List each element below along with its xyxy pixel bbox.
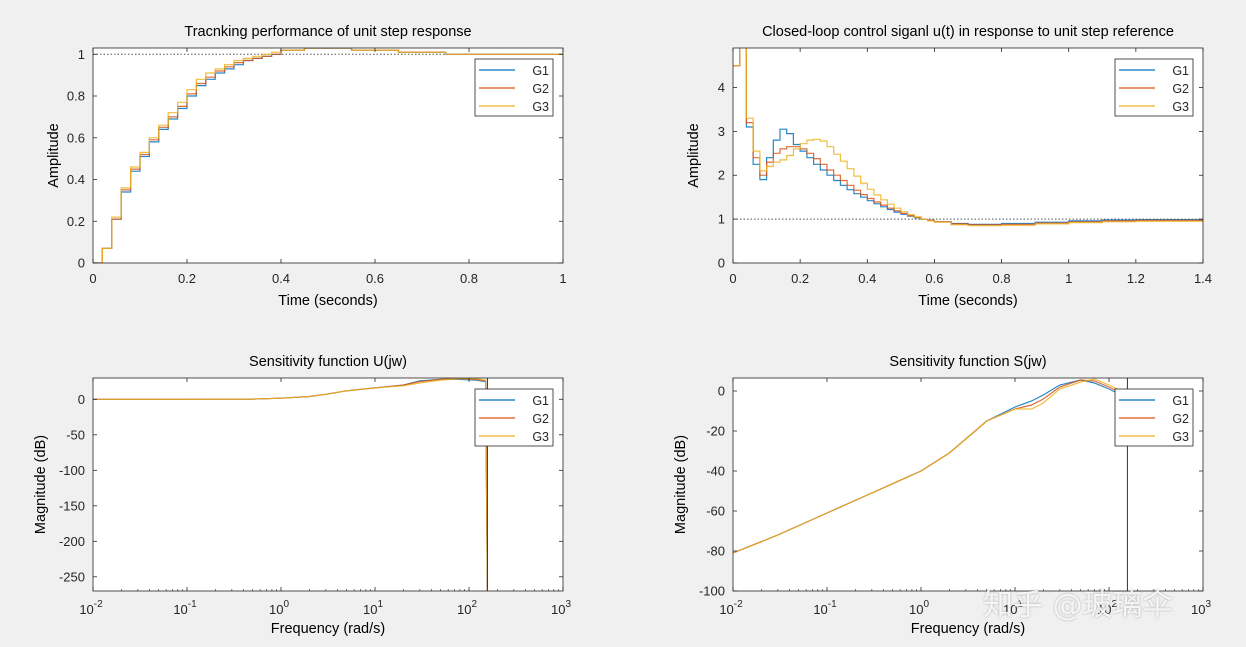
y-tick-label: -200 [59, 534, 85, 549]
x-tick-label: 0.4 [272, 271, 290, 286]
x-tick-label: 100 [269, 599, 289, 617]
y-axis-label: Amplitude [686, 123, 702, 187]
chart-title: Sensitivity function S(jw) [889, 354, 1046, 370]
y-tick-label: -40 [706, 464, 725, 479]
chart-sens-u: 10-2 10-1 100 101 102 103 0 -50 -100 -150 -200 -250… [33, 354, 571, 637]
y-tick-label: -50 [66, 427, 85, 442]
series-group [93, 48, 563, 263]
x-axis-label: Time (seconds) [918, 293, 1017, 309]
y-tick-label: -100 [699, 584, 725, 599]
y-tick-label: 0 [718, 384, 725, 399]
x-tick-label: 0.4 [858, 271, 876, 286]
y-axis-label: Magnitude (dB) [673, 435, 689, 534]
x-axis-label: Frequency (rad/s) [271, 621, 385, 637]
x-tick-label: 1.4 [1194, 271, 1212, 286]
axes-box [732, 377, 1204, 592]
legend-label-g2: G2 [532, 82, 549, 96]
chart-control: 0 0.2 0.4 0.6 0.8 1 1.2 1.4 0 1 2 3 4 Closed-loop con… [686, 24, 1212, 309]
legend-label-g3: G3 [532, 430, 549, 444]
chart-title: Sensitivity function U(jw) [249, 354, 407, 370]
legend-label-g2: G2 [1172, 82, 1189, 96]
axes-box [732, 47, 1204, 264]
legend-label-g3: G3 [1172, 100, 1189, 114]
x-tick-label: 0.6 [366, 271, 384, 286]
legend-label-g1: G1 [1172, 394, 1189, 408]
series-group [93, 378, 488, 591]
legend: G1 G2 G3 [1114, 388, 1194, 447]
x-tick-label: 10-2 [79, 599, 103, 617]
chart-sens-s: 10-2 10-1 100 101 102 1030-20-40-60-80-100Sen… [673, 354, 1211, 637]
y-tick-label: 2 [718, 168, 725, 183]
y-tick-label: 0.8 [67, 89, 85, 104]
y-axis-label: Amplitude [46, 123, 62, 187]
x-tick-label: 10-1 [173, 599, 197, 617]
y-tick-label: -250 [59, 569, 85, 584]
legend-label-g2: G2 [1172, 412, 1189, 426]
x-tick-label: 1 [1065, 271, 1072, 286]
y-tick-label: 0.2 [67, 214, 85, 229]
legend-label-g1: G1 [532, 394, 549, 408]
series-line-g3 [733, 378, 1126, 554]
legend: G1 G2 G3 [474, 58, 554, 117]
x-tick-label: 0.8 [460, 271, 478, 286]
x-tick-label: 103 [551, 599, 571, 617]
y-tick-label: 1 [78, 47, 85, 62]
x-tick-label: 10-1 [813, 599, 837, 617]
x-tick-label: 101 [363, 599, 383, 617]
chart-tracking: 0 0.2 0.4 0.6 0.8 1 0 0.2 0.4 0.6 0.8 1 Tracnking pe… [46, 24, 567, 309]
x-axis-label: Time (seconds) [278, 293, 377, 309]
legend: G1 G2 G3 [1114, 58, 1194, 117]
x-tick-label: 0 [729, 271, 736, 286]
x-tick-label: 103 [1191, 599, 1211, 617]
y-tick-label: 1 [718, 212, 725, 227]
series-line-g3 [733, 48, 1203, 227]
y-tick-label: 4 [718, 80, 725, 95]
x-tick-label: 0.2 [178, 271, 196, 286]
legend: G1 G2 G3 [474, 388, 554, 447]
x-tick-label: 1 [559, 271, 566, 286]
y-tick-label: 3 [718, 124, 725, 139]
chart-title: Closed-loop control siganl u(t) in respo… [762, 24, 1174, 40]
x-tick-label: 102 [457, 599, 477, 617]
legend-label-g2: G2 [532, 412, 549, 426]
x-tick-label: 0.8 [993, 271, 1011, 286]
y-tick-label: 0 [78, 256, 85, 271]
y-tick-label: 0 [78, 392, 85, 407]
x-tick-label: 0 [89, 271, 96, 286]
x-tick-label: 1.2 [1127, 271, 1145, 286]
y-tick-label: 0.4 [67, 172, 85, 187]
y-axis-label: Magnitude (dB) [33, 435, 49, 534]
x-tick-label: 10-2 [719, 599, 743, 617]
watermark: 知乎 @玻璃伞 [983, 588, 1173, 623]
series-group [733, 378, 1126, 554]
y-tick-label: 0.6 [67, 130, 85, 145]
series-line-g3 [93, 378, 488, 591]
axes-box [92, 47, 564, 264]
legend-label-g1: G1 [532, 64, 549, 78]
series-line-g3 [93, 48, 563, 263]
y-tick-label: -150 [59, 498, 85, 513]
legend-label-g3: G3 [532, 100, 549, 114]
y-tick-label: 0 [718, 256, 725, 271]
x-axis-label: Frequency (rad/s) [911, 621, 1025, 637]
x-tick-label: 0.6 [925, 271, 943, 286]
x-tick-label: 0.2 [791, 271, 809, 286]
axes-box [92, 377, 564, 592]
legend-label-g1: G1 [1172, 64, 1189, 78]
legend-label-g3: G3 [1172, 430, 1189, 444]
chart-title: Tracnking performance of unit step respo… [184, 24, 471, 40]
y-tick-label: -60 [706, 504, 725, 519]
y-tick-label: -80 [706, 544, 725, 559]
x-tick-label: 100 [909, 599, 929, 617]
y-tick-label: -20 [706, 424, 725, 439]
y-tick-label: -100 [59, 463, 85, 478]
series-group [733, 48, 1203, 227]
